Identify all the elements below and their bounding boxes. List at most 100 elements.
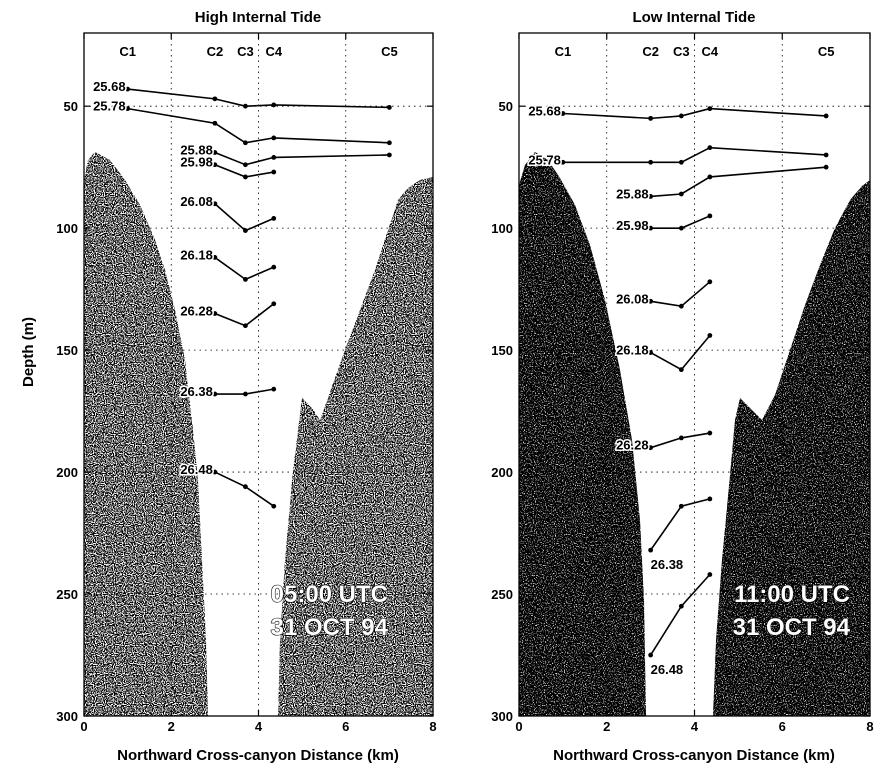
data-point [271,301,277,307]
data-point [212,120,218,126]
isopycnals: 25.6825.7825.8825.9826.0826.1826.2826.38… [527,102,829,679]
data-point [212,255,218,260]
y-tick-label: 50 [499,99,513,114]
station-label: C1 [119,44,136,59]
data-point [243,162,248,168]
y-axis-label: Depth (m) [20,317,37,387]
x-axis-label: Northward Cross-canyon Distance (km) [117,747,399,764]
grid [519,33,870,716]
data-point [678,435,684,441]
data-point [271,386,277,392]
data-point [823,164,829,170]
data-point [648,159,654,165]
station-label: C2 [642,44,659,59]
station-label: C4 [702,44,719,59]
data-point [648,115,654,121]
data-point [271,135,277,141]
data-point [648,194,654,199]
isopycnal-label: 25.68 [93,79,126,94]
data-point [648,652,654,658]
date-stamp: 31 OCT 94 [271,614,389,641]
data-point [678,503,684,509]
data-point [707,145,713,151]
station-label: C3 [237,44,254,59]
isopycnal-line [650,432,710,449]
time-stamp: 05:00 UTC [271,581,388,608]
x-tick-label: 4 [255,719,263,734]
x-tick-label: 4 [691,719,699,734]
axes: 0 2 4 6 8 50 100 150 200 250 300 [491,33,874,734]
data-point [212,162,218,168]
y-tick-label: 100 [56,221,78,236]
y-tick-label: 150 [56,343,78,358]
data-point [212,201,218,207]
isopycnal-label: 26.38 [180,384,213,399]
isopycnals: 25.6825.7825.8825.9826.0826.1826.2826.38… [92,78,392,509]
y-tick-label: 100 [491,221,513,236]
x-tick-label: 8 [866,719,873,734]
canyon-wall-north [713,180,870,716]
isopycnal-line [214,151,390,166]
data-point [243,140,248,146]
isopycnal-label: 26.08 [616,291,649,306]
data-point [212,311,218,316]
isopycnal-line [650,334,711,371]
station-labels: C1 C2 C3 C4 C5 [555,44,835,59]
data-point [212,150,218,155]
data-point [707,279,713,285]
isopycnal-line [649,573,711,656]
time-stamp: 11:00 UTC [734,581,850,608]
data-point [823,152,829,158]
chart-panel-low-tide: Low Internal Tide 0 2 4 6 8 50 100 150 200 250 300… [491,9,873,764]
data-point [271,169,277,175]
isopycnal-line [650,281,711,308]
data-point [707,106,713,112]
isopycnal-label: 25.98 [180,155,213,170]
station-label: C4 [265,44,282,59]
data-point [560,159,566,165]
x-tick-label: 0 [515,719,522,734]
isopycnal-label: 25.68 [528,103,561,118]
data-point [243,103,248,109]
isopycnal-label: 25.88 [616,186,649,201]
data-point [243,276,248,282]
x-tick-label: 2 [168,719,175,734]
station-label: C5 [818,44,835,59]
data-point [212,469,218,475]
y-tick-label: 150 [491,343,513,358]
y-tick-label: 50 [64,99,78,114]
data-point [386,152,392,158]
data-point [707,333,713,338]
isopycnal-line [214,303,275,327]
data-point [648,225,654,231]
isopycnal-label: 26.18 [616,343,649,358]
data-point [243,228,248,233]
x-tick-label: 0 [80,719,87,734]
data-point [678,225,684,231]
y-tick-label: 300 [56,709,78,724]
data-point [678,191,684,197]
y-tick-label: 250 [491,587,513,602]
data-point [243,391,248,397]
isopycnal-label: 26.38 [651,557,684,572]
chart-title: High Internal Tide [195,9,321,26]
data-point [707,572,713,577]
data-point [648,547,654,553]
isopycnal-line [214,256,275,281]
station-label: C1 [555,44,572,59]
isopycnal-label: 25.78 [93,99,126,114]
bathymetry [84,152,433,716]
data-point [243,174,248,180]
data-point [125,86,131,92]
data-point [648,350,654,355]
data-point [678,159,684,165]
data-point [271,102,277,108]
isopycnal-label: 26.48 [651,662,684,677]
y-tick-label: 200 [56,465,78,480]
data-point [271,155,277,160]
isopycnal-label: 25.88 [180,143,213,158]
y-tick-label: 250 [56,587,78,602]
data-point [648,445,654,451]
station-label: C2 [207,44,224,59]
